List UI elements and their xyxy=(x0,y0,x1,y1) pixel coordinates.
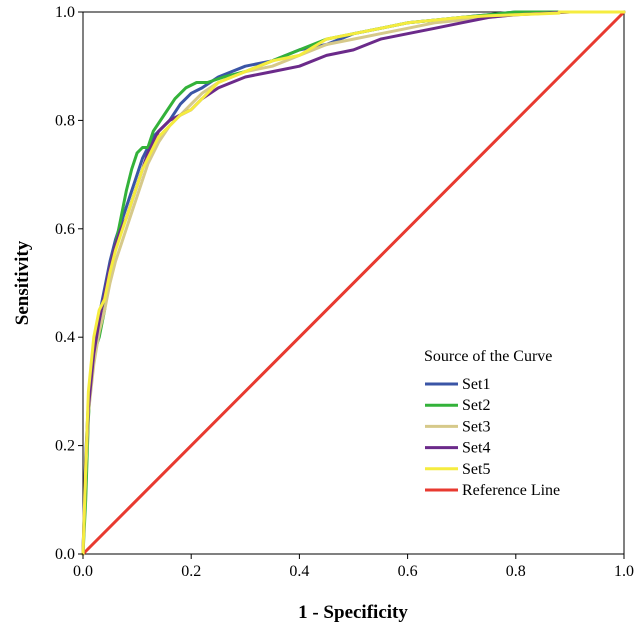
x-tick-label: 1.0 xyxy=(614,563,634,580)
curves-layer xyxy=(81,10,626,556)
legend-item-set2: Set2 xyxy=(425,397,490,414)
legend-item-set4: Set4 xyxy=(425,440,490,457)
y-tick-label: 0.8 xyxy=(55,112,75,129)
legend-item-set1: Set1 xyxy=(425,376,490,393)
legend-label: Set5 xyxy=(462,461,490,478)
x-tick-label: 0.0 xyxy=(73,563,93,580)
x-axis-ticks: 0.0 0.2 0.4 0.6 0.8 1.0 xyxy=(73,554,634,580)
curve-reference-line xyxy=(81,10,626,556)
legend-label: Set1 xyxy=(462,376,490,393)
y-axis-ticks: 0.0 0.2 0.4 0.6 0.8 1.0 xyxy=(55,4,83,563)
y-tick-label: 0.2 xyxy=(55,438,75,455)
y-tick-label: 0.0 xyxy=(55,546,75,563)
y-tick-label: 0.6 xyxy=(55,221,75,238)
x-tick-label: 0.2 xyxy=(181,563,201,580)
x-tick-label: 0.8 xyxy=(506,563,526,580)
curve-set5 xyxy=(81,10,626,556)
legend-item-set3: Set3 xyxy=(425,418,490,435)
x-tick-label: 0.4 xyxy=(289,563,309,580)
y-tick-label: 0.4 xyxy=(55,329,75,346)
legend-label: Set3 xyxy=(462,418,490,435)
legend-item-set5: Set5 xyxy=(425,461,490,478)
legend: Source of the Curve Set1 Set2 Set3 Set4 Set5… xyxy=(424,348,560,499)
y-axis-title: Sensitivity xyxy=(12,240,33,325)
legend-label: Set4 xyxy=(462,440,490,457)
y-tick-label: 1.0 xyxy=(55,4,75,21)
legend-label: Set2 xyxy=(462,397,490,414)
legend-label: Reference Line xyxy=(462,482,560,499)
legend-item-reference-line: Reference Line xyxy=(425,482,560,499)
x-axis-title: 1 - Specificity xyxy=(298,602,408,623)
x-tick-label: 0.6 xyxy=(398,563,418,580)
legend-title: Source of the Curve xyxy=(424,348,552,365)
